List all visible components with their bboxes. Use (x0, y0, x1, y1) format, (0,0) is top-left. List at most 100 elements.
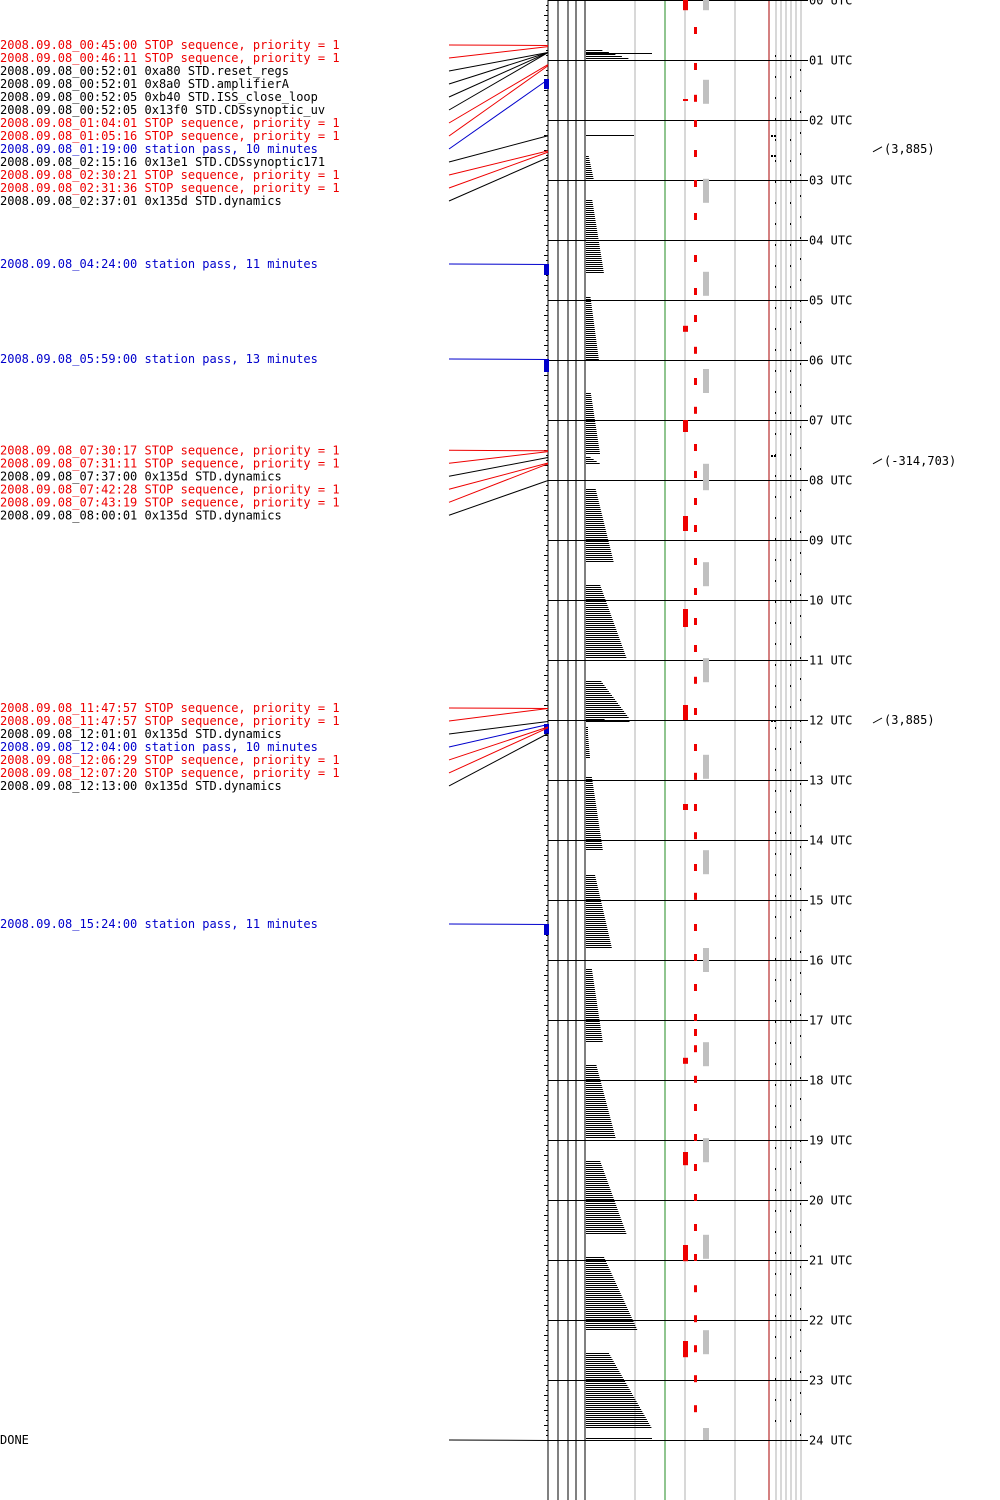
event-leader-line (448, 44, 549, 46)
stop-marker-dash (694, 150, 697, 157)
event-label-command: 2008.09.08_12:01:01 0x135d STD.dynamics (0, 727, 282, 741)
stop-marker-dash (694, 1285, 697, 1293)
right-column-mark (775, 265, 776, 267)
right-column-mark (790, 1168, 791, 1170)
right-column-mark (775, 874, 776, 876)
stop-marker-dash (694, 832, 697, 840)
right-column-mark (800, 993, 801, 995)
right-column-mark (790, 1420, 791, 1422)
right-column-mark (790, 559, 791, 561)
right-column-mark (800, 447, 801, 449)
right-column-mark (775, 685, 776, 687)
event-label-stop: 2008.09.08_12:06:29 STOP sequence, prior… (0, 753, 340, 767)
gray-interval-block (703, 754, 709, 779)
stop-marker-block (683, 99, 688, 101)
right-column-mark (800, 237, 801, 239)
event-leader-line (448, 1439, 549, 1441)
gray-interval-block (703, 0, 709, 11)
right-column-mark (790, 139, 791, 141)
annotations: (3,885) (-314,703) (3,885) (872, 142, 956, 727)
right-column-mark (790, 1189, 791, 1191)
event-label-pass: 2008.09.08_15:24:00 station pass, 11 min… (0, 917, 318, 931)
stop-marker-block (683, 804, 688, 810)
stop-marker-dash (694, 406, 697, 414)
right-column-mark (790, 97, 791, 99)
event-leader-line (448, 157, 549, 202)
hour-label: 05 UTC (809, 294, 852, 308)
right-column-mark (800, 573, 801, 575)
right-column-mark (790, 895, 791, 897)
hour-label: 18 UTC (809, 1074, 852, 1088)
gray-interval-block (703, 463, 709, 491)
right-column-mark (790, 181, 791, 183)
right-column-mark (790, 286, 791, 288)
right-column-mark (774, 720, 776, 722)
gray-interval-block (703, 79, 709, 104)
event-leader-line (448, 135, 549, 163)
right-column-mark (790, 370, 791, 372)
stop-marker-dash (694, 27, 697, 34)
gray-interval-block (703, 271, 709, 296)
right-column-mark (775, 328, 776, 330)
event-leader-line (448, 480, 549, 516)
right-column-mark (800, 909, 801, 911)
stop-marker-dash (694, 525, 697, 532)
right-column-mark (775, 727, 776, 729)
right-column-mark (790, 1042, 791, 1044)
event-leader-line (448, 733, 549, 787)
right-column-mark (790, 916, 791, 918)
event-label-pass: 2008.09.08_05:59:00 station pass, 13 min… (0, 352, 318, 366)
hour-label: 03 UTC (809, 174, 852, 188)
gray-interval-block (703, 1138, 709, 1163)
right-column-mark (771, 720, 773, 722)
right-column-mark (775, 769, 776, 771)
right-column-mark (775, 643, 776, 645)
right-column-mark (790, 328, 791, 330)
right-column-mark (775, 244, 776, 246)
right-column-mark (800, 1203, 801, 1205)
hour-label: 23 UTC (809, 1374, 852, 1388)
right-column-mark (790, 475, 791, 477)
event-leader-line (448, 79, 549, 150)
right-column-mark (775, 1210, 776, 1212)
annotation-label: (-314,703) (884, 454, 956, 468)
hour-label: 17 UTC (809, 1014, 852, 1028)
right-column-mark (800, 300, 801, 302)
right-column-mark (800, 1035, 801, 1037)
stop-marker-dash (694, 618, 697, 625)
right-column-mark (775, 139, 776, 141)
right-column-mark (775, 937, 776, 939)
stop-marker-block (683, 1057, 688, 1064)
right-column-mark (775, 790, 776, 792)
right-column-mark (775, 433, 776, 435)
event-leader-line (448, 52, 549, 111)
hour-label: 02 UTC (809, 114, 852, 128)
hour-label: 06 UTC (809, 354, 852, 368)
right-column-mark (790, 1273, 791, 1275)
stop-marker-dash (694, 255, 697, 262)
annotation-pointer (872, 717, 883, 724)
right-column-mark (800, 489, 801, 491)
right-column-mark (790, 244, 791, 246)
command-density-histogram (586, 50, 652, 1439)
right-column-mark (800, 804, 801, 806)
stop-marker-dash (694, 1375, 697, 1383)
stop-sequence-markers (683, 0, 697, 1413)
right-column-mark (790, 223, 791, 225)
event-label-stop: 2008.09.08_01:05:16 STOP sequence, prior… (0, 129, 340, 143)
right-column-mark (790, 307, 791, 309)
right-column-mark (771, 135, 773, 137)
right-column-mark (771, 455, 773, 457)
right-column-mark (800, 552, 801, 554)
event-leader-line (448, 151, 549, 189)
right-column-mark (800, 699, 801, 701)
event-label-command: 2008.09.08_12:13:00 0x135d STD.dynamics (0, 779, 282, 793)
right-column-mark (775, 1042, 776, 1044)
event-label-stop: 2008.09.08_02:31:36 STOP sequence, prior… (0, 181, 340, 195)
hour-label: 11 UTC (809, 654, 852, 668)
right-column-mark (790, 811, 791, 813)
right-column-mark (800, 1224, 801, 1226)
stop-marker-dash (694, 645, 697, 652)
right-column-mark (775, 1105, 776, 1107)
stop-marker-dash (694, 744, 697, 751)
